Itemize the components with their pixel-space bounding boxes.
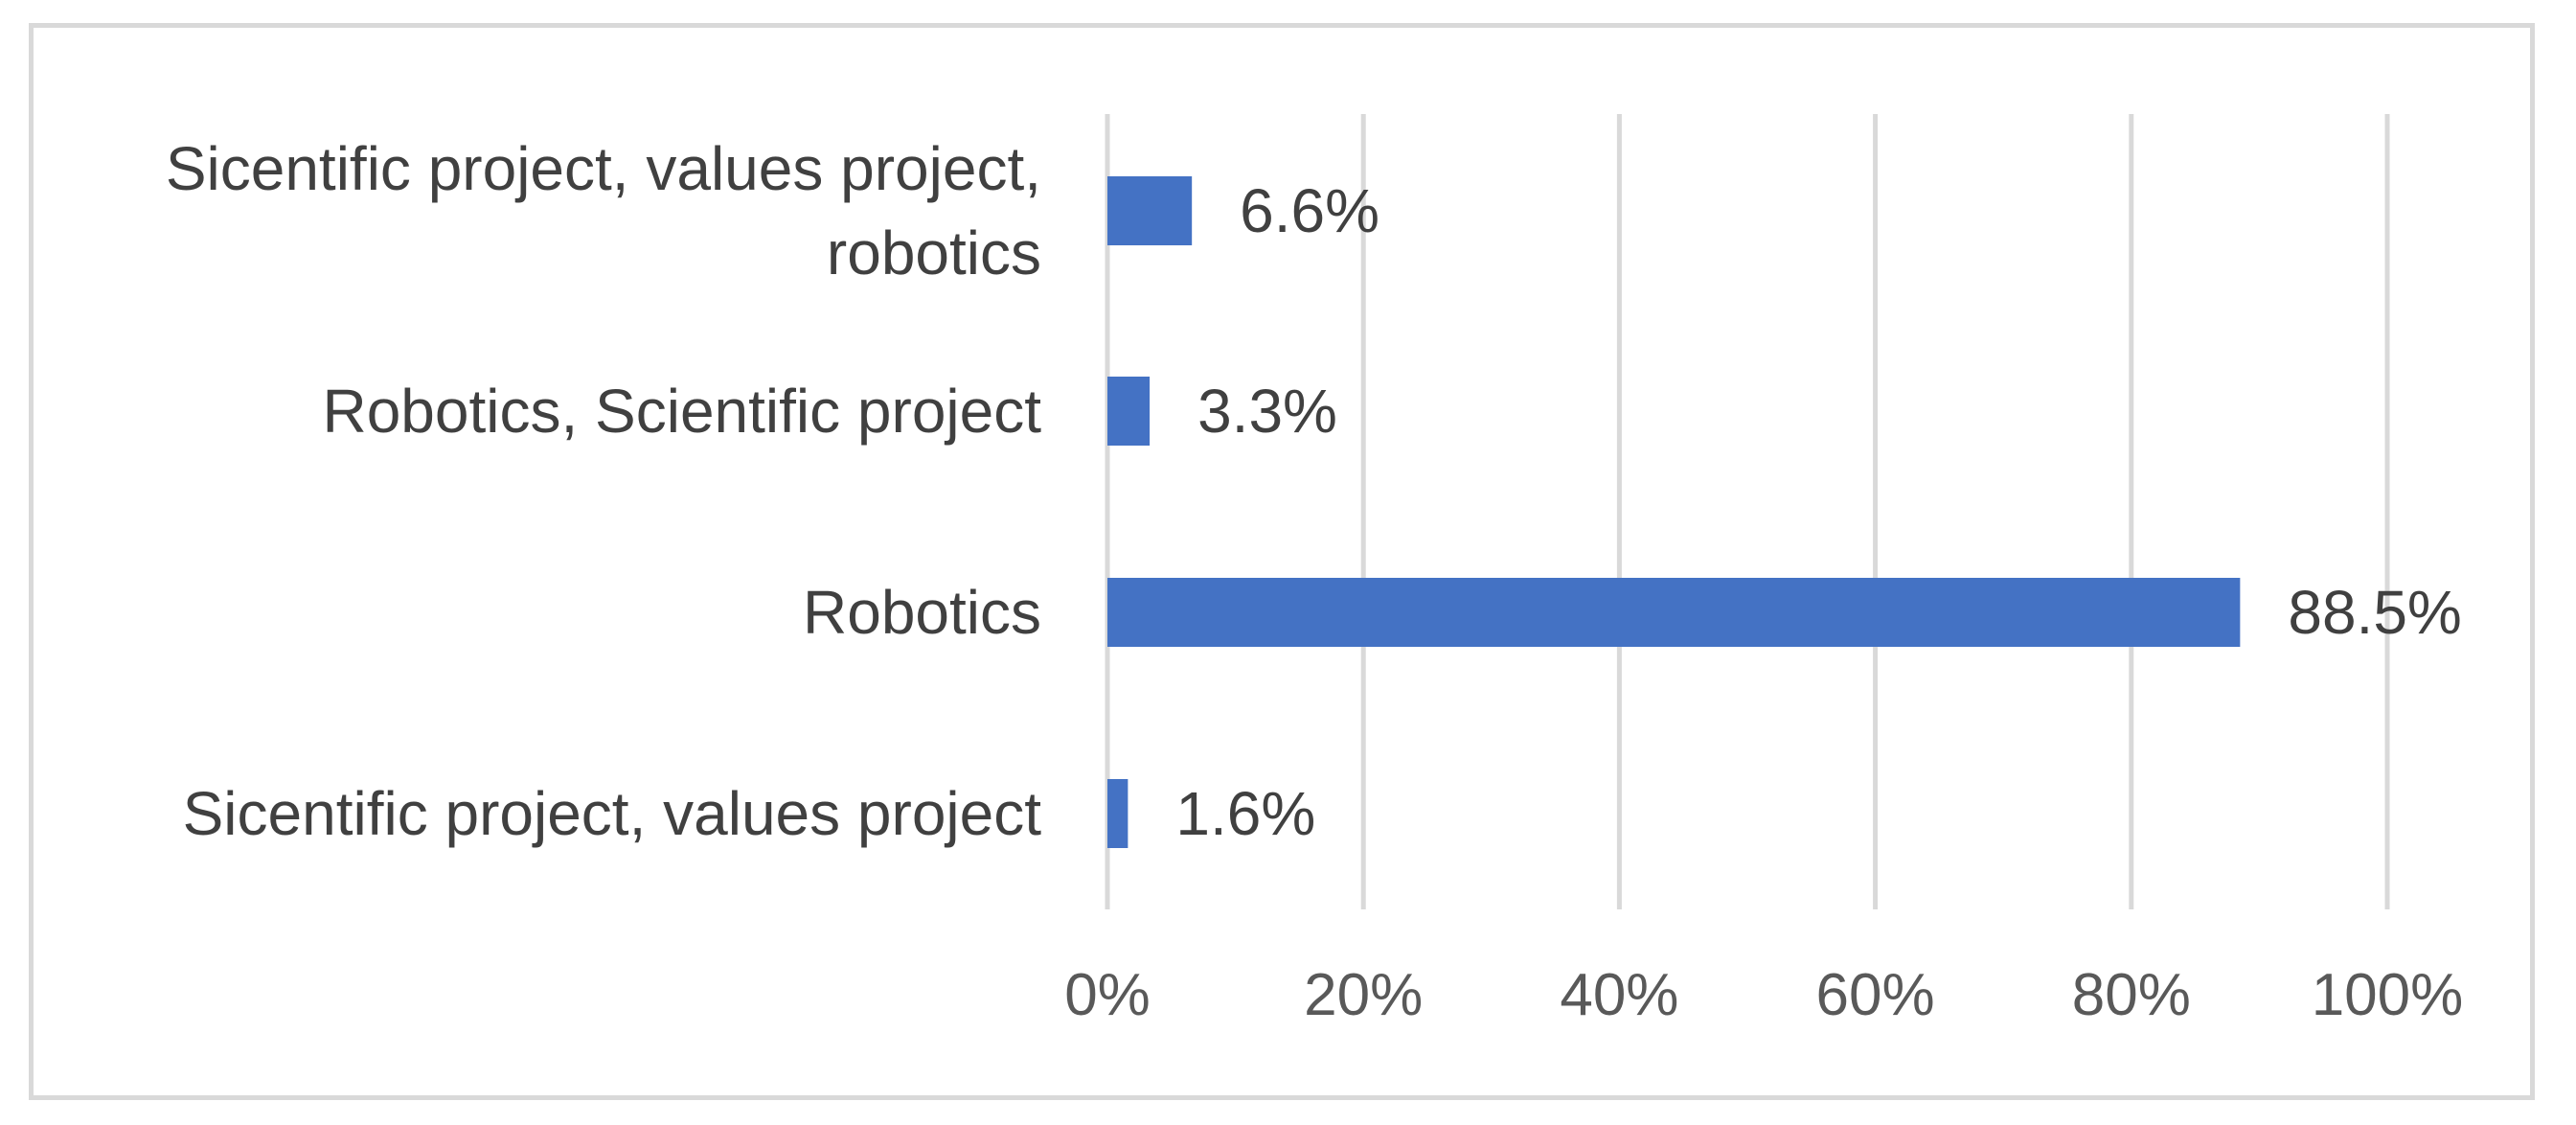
category-label: Robotics: [803, 578, 1041, 647]
category-label: Sicentific project, values project,: [166, 134, 1041, 203]
bar: [1107, 176, 1193, 245]
category-label: Robotics, Scientific project: [322, 377, 1041, 446]
x-tick-label: 60%: [1816, 962, 1935, 1028]
x-tick-label: 80%: [2072, 962, 2191, 1028]
bar-chart: 6.6% 3.3% 88.5% 1.6% Sicentific project, va…: [166, 114, 2463, 1028]
bars: [1107, 176, 2241, 848]
data-label: 6.6%: [1240, 176, 1379, 245]
bar: [1107, 377, 1151, 446]
category-label: robotics: [827, 218, 1041, 287]
data-labels: 6.6% 3.3% 88.5% 1.6%: [1175, 176, 2461, 848]
bar: [1107, 578, 2241, 647]
gridlines: [1105, 114, 2390, 909]
x-tick-label: 0%: [1064, 962, 1151, 1028]
x-tick-label: 20%: [1304, 962, 1423, 1028]
data-label: 1.6%: [1175, 779, 1315, 848]
x-tick-label: 100%: [2312, 962, 2464, 1028]
data-label: 3.3%: [1197, 377, 1337, 446]
bar: [1107, 779, 1128, 848]
x-tick-label: 40%: [1560, 962, 1678, 1028]
x-axis-tick-labels: 0% 20% 40% 60% 80% 100%: [1064, 962, 2463, 1028]
data-label: 88.5%: [2288, 578, 2461, 647]
category-labels: Sicentific project, values project, robot…: [166, 134, 1041, 848]
category-label: Sicentific project, values project: [183, 779, 1042, 848]
chart-frame: 6.6% 3.3% 88.5% 1.6% Sicentific project, va…: [29, 23, 2535, 1100]
